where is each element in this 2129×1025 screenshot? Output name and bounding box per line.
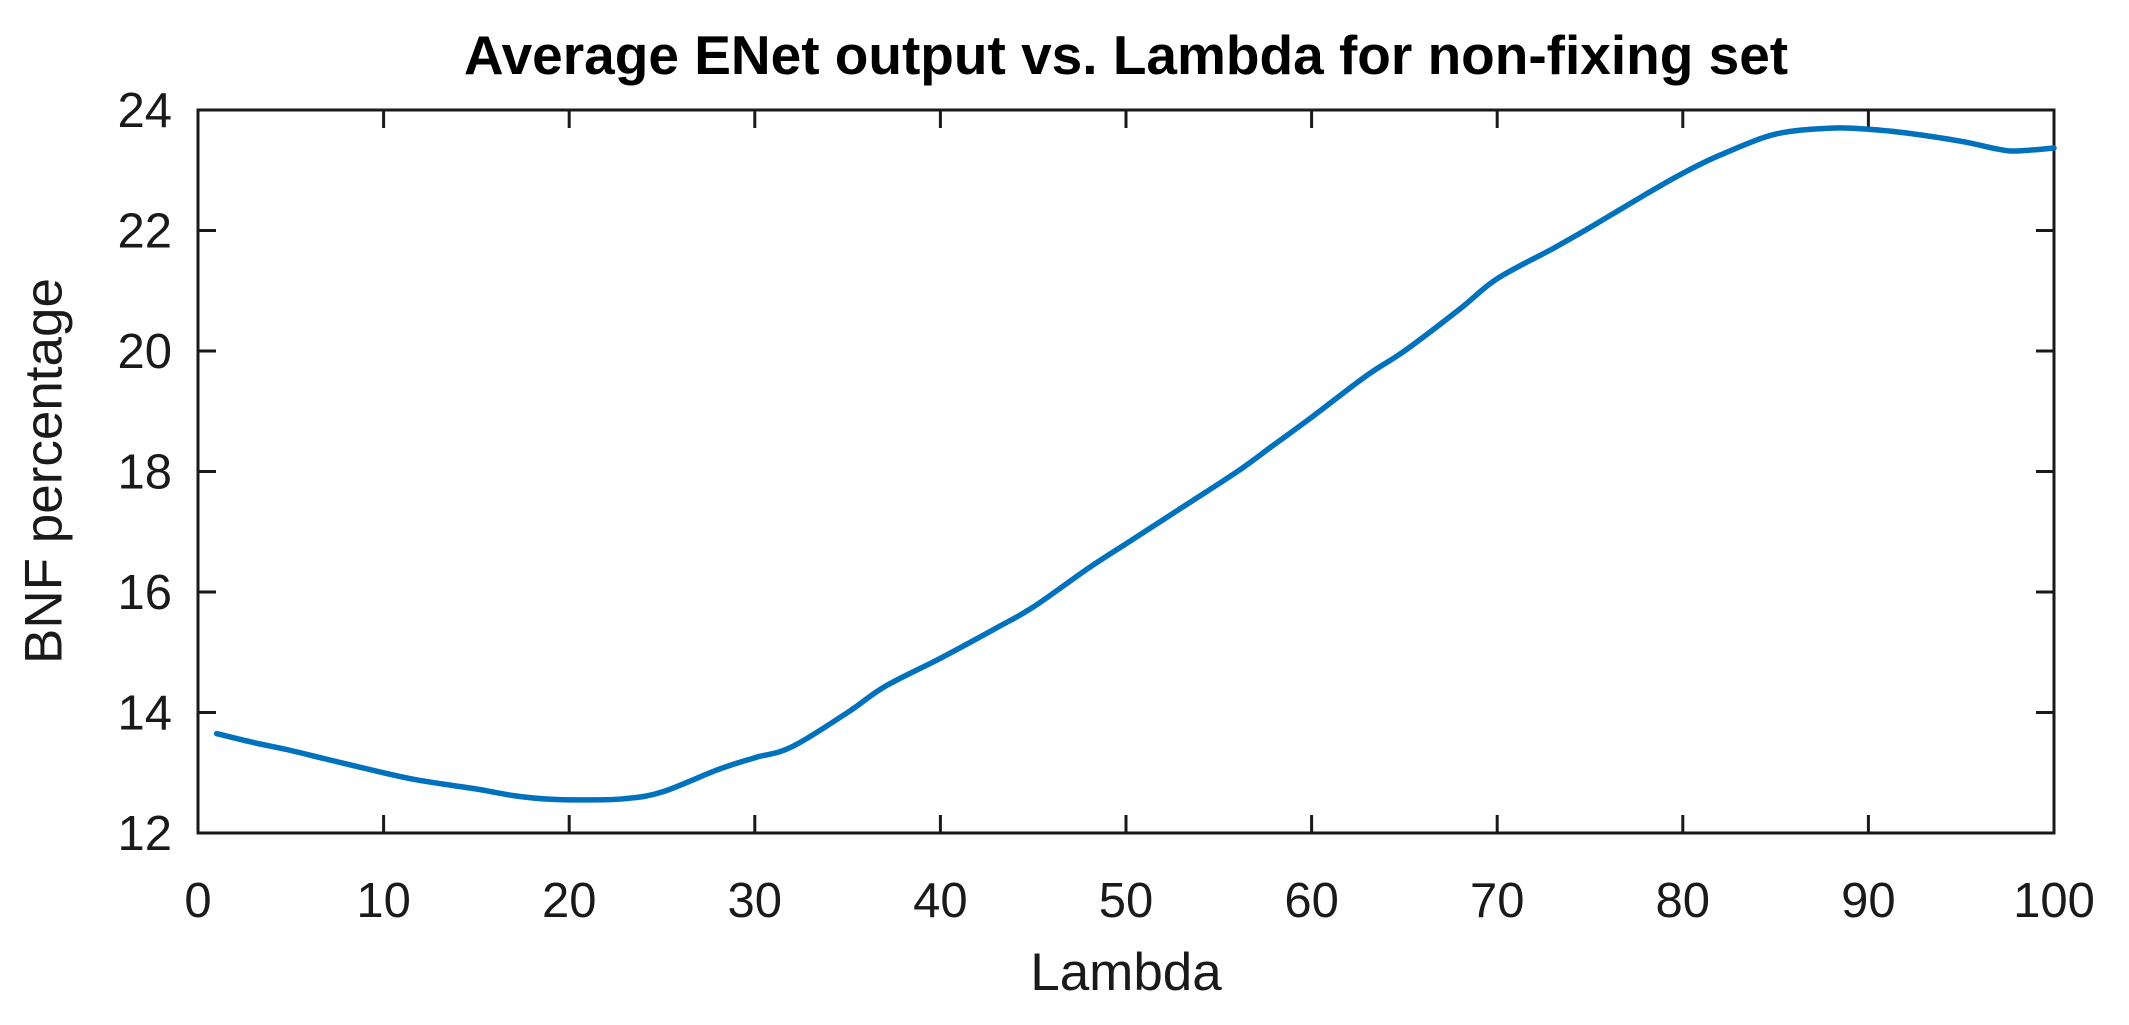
y-tick-label: 16	[117, 566, 172, 620]
x-tick-label: 0	[184, 874, 211, 928]
y-axis-label: BNF percentage	[14, 278, 74, 664]
x-axis-label: Lambda	[1030, 943, 1222, 1002]
y-tick-label: 24	[117, 84, 172, 138]
y-tick-label: 20	[117, 325, 172, 379]
x-tick-label: 40	[913, 874, 968, 928]
x-tick-label: 60	[1284, 874, 1339, 928]
x-tick-label: 70	[1470, 874, 1525, 928]
axes-box	[196, 108, 2056, 835]
x-tick-label: 20	[542, 874, 597, 928]
data-line-average-enet-output-bnf-percentage-	[213, 125, 2057, 803]
y-tick-label: 14	[117, 687, 172, 741]
y-tick-label: 22	[117, 205, 172, 259]
x-tick-label: 80	[1656, 874, 1711, 928]
x-tick-label: 100	[2013, 874, 2095, 928]
x-tick-label: 30	[728, 874, 783, 928]
x-tick-label: 90	[1841, 874, 1896, 928]
chart-title: Average ENet output vs. Lambda for non-f…	[463, 24, 1789, 86]
x-tick-label: 10	[356, 874, 411, 928]
y-tick-label: 12	[117, 807, 172, 861]
x-tick-label: 50	[1099, 874, 1154, 928]
y-tick-label: 18	[117, 446, 172, 500]
